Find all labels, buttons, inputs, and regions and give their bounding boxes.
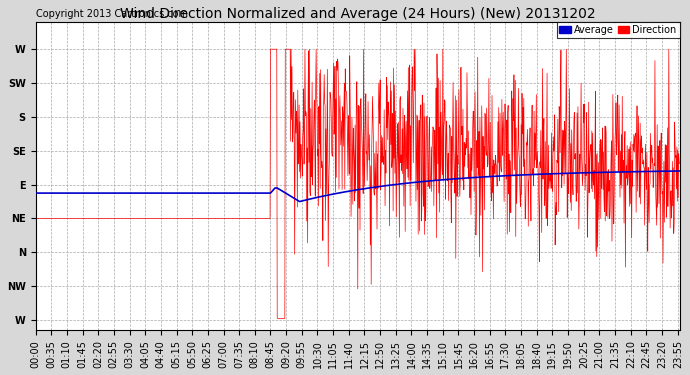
Legend: Average, Direction: Average, Direction (557, 22, 680, 38)
Title: Wind Direction Normalized and Average (24 Hours) (New) 20131202: Wind Direction Normalized and Average (2… (120, 7, 595, 21)
Text: Copyright 2013 Cartronics.com: Copyright 2013 Cartronics.com (36, 9, 188, 19)
